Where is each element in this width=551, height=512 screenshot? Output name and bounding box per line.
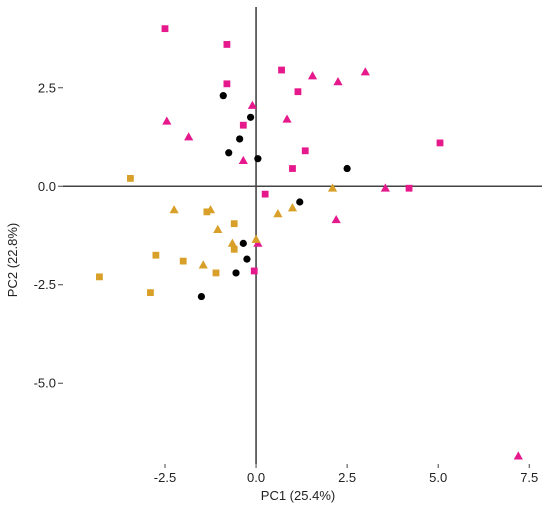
- data-point-triangle: [227, 238, 237, 247]
- y-axis-title: PC2 (22.8%): [5, 223, 20, 297]
- x-axis-ticks: -2.5 0.0 2.5 5.0 7.5: [154, 464, 538, 485]
- data-point-square: [294, 88, 302, 96]
- y-axis-ticks: 2.5 0.0 -2.5 -5.0: [34, 80, 63, 391]
- x-tick-label: 2.5: [338, 470, 356, 485]
- data-point-circle: [254, 155, 262, 163]
- data-point-square: [147, 289, 154, 297]
- data-points: [96, 25, 523, 460]
- data-point-triangle: [380, 183, 390, 192]
- data-point-triangle: [360, 67, 370, 76]
- data-point-circle: [225, 149, 233, 157]
- data-point-square: [161, 25, 169, 33]
- data-point-triangle: [251, 234, 261, 243]
- y-tick-label: -2.5: [34, 277, 56, 292]
- data-point-circle: [243, 255, 251, 263]
- x-tick-label: 5.0: [429, 470, 447, 485]
- data-point-triangle: [273, 209, 283, 218]
- data-point-triangle: [333, 77, 343, 86]
- x-tick-label: 0.0: [247, 470, 265, 485]
- data-point-circle: [232, 269, 240, 277]
- data-point-square: [230, 220, 238, 228]
- data-point-circle: [246, 113, 255, 121]
- zero-reference-lines: [63, 7, 542, 464]
- data-point-square: [212, 269, 220, 277]
- data-point-triangle: [184, 132, 194, 141]
- data-point-triangle: [238, 155, 248, 165]
- data-point-square: [223, 41, 231, 48]
- data-point-circle: [197, 292, 206, 301]
- data-point-circle: [236, 135, 244, 143]
- data-point-square: [223, 80, 231, 88]
- x-tick-label: 7.5: [520, 470, 538, 485]
- data-point-triangle: [247, 100, 258, 109]
- data-point-triangle: [198, 260, 208, 269]
- data-point-square: [261, 190, 269, 198]
- data-point-square: [239, 121, 247, 129]
- data-point-square: [278, 66, 285, 74]
- y-tick-label: -5.0: [34, 376, 56, 391]
- data-point-triangle: [287, 203, 298, 212]
- data-point-triangle: [513, 451, 523, 460]
- data-point-triangle: [307, 71, 318, 80]
- data-point-square: [289, 165, 296, 172]
- data-point-square: [250, 267, 258, 275]
- data-point-square: [179, 257, 187, 265]
- x-tick-label: -2.5: [154, 470, 176, 485]
- data-point-triangle: [213, 224, 223, 233]
- x-axis-title: PC1 (25.4%): [261, 488, 335, 503]
- data-point-circle: [219, 92, 227, 100]
- data-point-circle: [239, 239, 247, 247]
- data-point-square: [96, 273, 103, 281]
- data-point-square: [405, 184, 413, 192]
- data-point-square: [230, 245, 238, 253]
- data-point-square: [126, 174, 134, 182]
- data-point-triangle: [331, 214, 341, 224]
- data-point-triangle: [282, 114, 292, 123]
- data-point-triangle: [205, 205, 216, 214]
- data-point-square: [436, 139, 444, 147]
- data-point-square: [301, 147, 309, 155]
- data-point-triangle: [162, 116, 172, 125]
- data-point-square: [152, 251, 160, 259]
- data-point-circle: [296, 198, 304, 206]
- y-tick-label: 0.0: [38, 179, 56, 194]
- data-point-triangle: [169, 205, 179, 214]
- data-point-triangle: [327, 183, 338, 192]
- data-point-circle: [343, 164, 351, 173]
- y-tick-label: 2.5: [38, 80, 56, 95]
